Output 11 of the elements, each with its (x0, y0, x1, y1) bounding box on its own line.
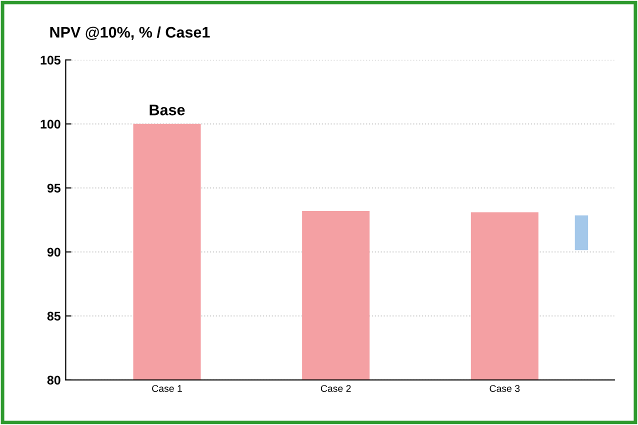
chart-title: NPV @10%, % / Case1 (50, 26, 210, 40)
y-tick-label: 105 (40, 56, 61, 65)
y-tick-label: 85 (47, 312, 61, 321)
y-tick-label: 95 (47, 184, 61, 193)
annotation: Base (150, 104, 185, 116)
x-tick-label: Case 1 (152, 385, 182, 392)
y-tick-label: 80 (47, 376, 60, 385)
y-tick-label: 100 (40, 120, 60, 129)
y-tick-label: 90 (47, 248, 60, 257)
x-tick-label: Case 3 (490, 385, 520, 392)
x-tick-label: Case 2 (320, 385, 351, 392)
